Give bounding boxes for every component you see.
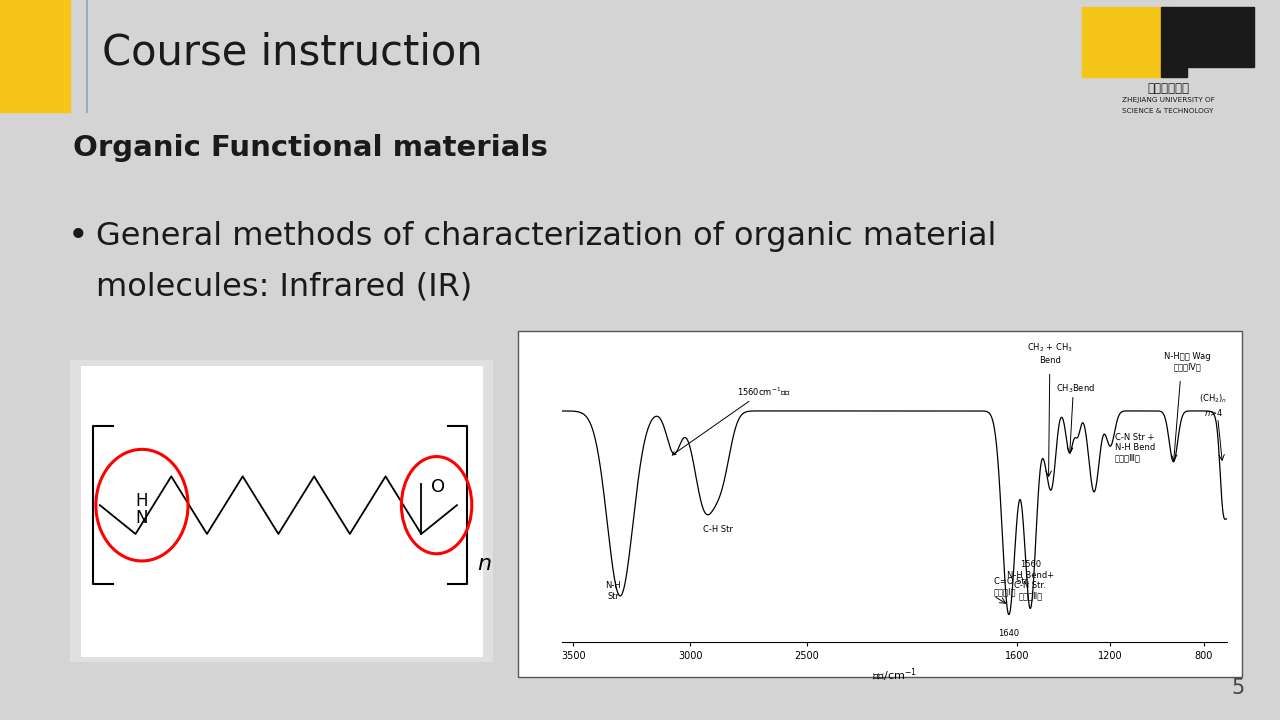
Text: N-H面外 Wag
（酰胺Ⅳ）: N-H面外 Wag （酰胺Ⅳ）: [1164, 352, 1211, 372]
Bar: [0, 0, 70, 112]
Bar: [518, 331, 1242, 677]
Text: C-N Str +
N-H Bend
（酰胺Ⅲ）: C-N Str + N-H Bend （酰胺Ⅲ）: [1115, 433, 1156, 463]
Text: CH$_3$Bend: CH$_3$Bend: [1056, 382, 1094, 395]
Text: H
N: H N: [136, 492, 148, 527]
X-axis label: 波数/cm$^{-1}$: 波数/cm$^{-1}$: [872, 667, 916, 685]
Text: O: O: [431, 478, 445, 496]
Text: C=O Str.
（酰胺Ⅰ）: C=O Str. （酰胺Ⅰ）: [993, 577, 1029, 596]
Text: 5: 5: [1231, 678, 1244, 698]
Text: Course instruction: Course instruction: [102, 32, 483, 73]
Text: 1640: 1640: [998, 629, 1019, 638]
Bar: [1082, 7, 1171, 77]
Text: N-H
Str: N-H Str: [605, 581, 621, 600]
Bar: [70, 360, 493, 662]
Text: n: n: [477, 554, 492, 574]
Text: C-H Str: C-H Str: [703, 525, 733, 534]
Text: General methods of characterization of organic material: General methods of characterization of o…: [96, 220, 996, 252]
Bar: [518, 331, 1242, 677]
Text: ZHEJIANG UNIVERSITY OF: ZHEJIANG UNIVERSITY OF: [1121, 96, 1215, 103]
Text: molecules: Infrared (IR): molecules: Infrared (IR): [96, 271, 472, 302]
Text: •: •: [68, 219, 88, 253]
Text: (CH$_2$)$_n$
$n$>4: (CH$_2$)$_n$ $n$>4: [1199, 392, 1228, 418]
Bar: [81, 366, 483, 657]
Text: Organic Functional materials: Organic Functional materials: [73, 134, 548, 161]
Text: 浙江科技学院: 浙江科技学院: [1147, 82, 1189, 95]
Bar: [1161, 7, 1254, 68]
Text: 1560cm$^{-1}$倍频: 1560cm$^{-1}$倍频: [672, 385, 791, 455]
Text: 1560
N-H Bend+
C-N Str.
（酰胺Ⅱ）: 1560 N-H Bend+ C-N Str. （酰胺Ⅱ）: [1007, 560, 1053, 600]
Text: CH$_2$ + CH$_3$
Bend: CH$_2$ + CH$_3$ Bend: [1027, 342, 1073, 364]
Bar: [1161, 68, 1187, 77]
Text: SCIENCE & TECHNOLOGY: SCIENCE & TECHNOLOGY: [1123, 108, 1213, 114]
